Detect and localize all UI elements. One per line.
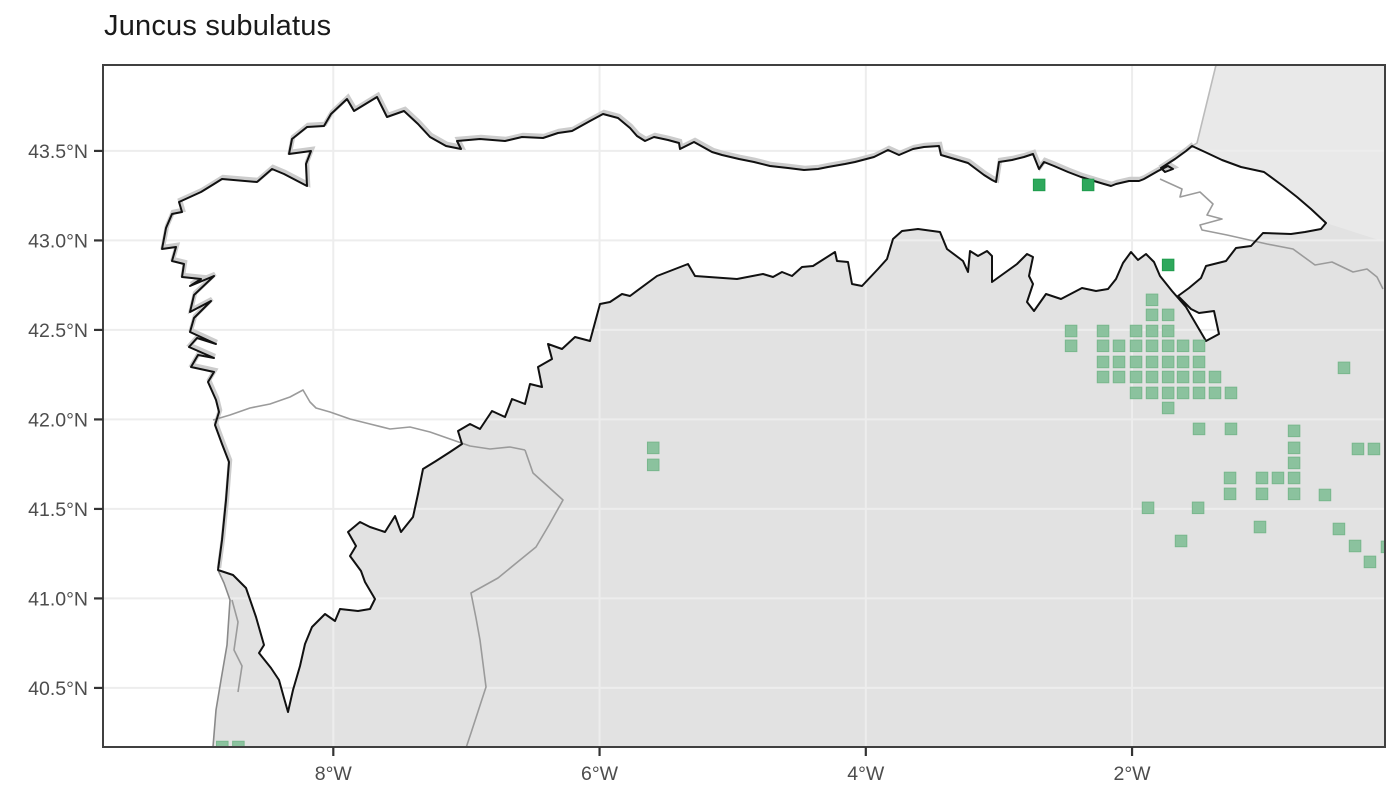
occurrence-point: [1112, 339, 1126, 353]
occurrence-point: [1287, 471, 1301, 485]
occurrence-point: [1145, 370, 1159, 384]
occurrence-point: [1145, 355, 1159, 369]
occurrence-point: [1223, 487, 1237, 501]
occurrence-point: [1224, 386, 1238, 400]
occurrence-point: [216, 740, 229, 747]
occurrence-point: [1318, 488, 1332, 502]
highlighted-occurrence-point: [1081, 178, 1095, 192]
occurrence-point: [1253, 520, 1267, 534]
axis-tick-labels: 8°W 6°W 4°W 2°W 43.5°N 43.0°N 42.5°N 42.0°N 41.5…: [28, 141, 1151, 785]
y-axis-tick-label: 41.0°N: [28, 588, 88, 610]
occurrence-point: [1145, 293, 1159, 307]
occurrence-point: [1112, 370, 1126, 384]
occurrence-points-layer: [216, 178, 1385, 747]
x-axis-tick-label: 2°W: [1114, 763, 1152, 785]
occurrence-point: [1141, 501, 1155, 515]
y-axis-tick-label: 40.5°N: [28, 678, 88, 700]
occurrence-point: [1161, 401, 1175, 415]
x-axis-tick-label: 6°W: [581, 763, 619, 785]
occurrence-point: [1192, 422, 1206, 436]
occurrence-point: [1192, 355, 1206, 369]
occurrence-point: [1380, 540, 1385, 554]
occurrence-point: [1208, 386, 1222, 400]
occurrence-point: [1129, 386, 1143, 400]
occurrence-point: [1064, 324, 1078, 338]
occurrence-point: [1176, 355, 1190, 369]
x-axis-tick-label: 4°W: [847, 763, 885, 785]
panel-border: [102, 64, 1386, 748]
occurrence-point: [1096, 355, 1110, 369]
map-boundary-lines: [160, 65, 1384, 747]
panel-frame: [102, 64, 1386, 748]
y-axis-tick-label: 42.0°N: [28, 409, 88, 431]
occurrence-point: [1176, 370, 1190, 384]
highlighted-occurrence-point: [1161, 258, 1175, 272]
y-axis-tick-label: 42.5°N: [28, 320, 88, 342]
axis-ticks: [94, 149, 1134, 756]
occurrence-point: [1112, 355, 1126, 369]
occurrence-point: [1161, 370, 1175, 384]
occurrence-point: [1287, 456, 1301, 470]
occurrence-point: [1064, 339, 1078, 353]
x-axis-tick-label: 8°W: [315, 763, 353, 785]
occurrence-point: [1096, 370, 1110, 384]
occurrence-point: [1145, 339, 1159, 353]
map-land-fills: [103, 65, 1385, 747]
occurrence-point: [1145, 324, 1159, 338]
occurrence-point: [1208, 370, 1222, 384]
occurrence-point: [1176, 339, 1190, 353]
occurrence-point: [1161, 324, 1175, 338]
occurrence-point: [1145, 386, 1159, 400]
occurrence-point: [1161, 386, 1175, 400]
occurrence-point: [1161, 339, 1175, 353]
occurrence-point: [1096, 324, 1110, 338]
occurrence-point: [1332, 522, 1346, 536]
occurrence-point: [232, 740, 245, 747]
occurrence-point: [1129, 324, 1143, 338]
occurrence-point: [1129, 339, 1143, 353]
occurrence-point: [1287, 487, 1301, 501]
occurrence-point: [1129, 355, 1143, 369]
occurrence-point: [1337, 361, 1351, 375]
occurrence-point: [1161, 308, 1175, 322]
occurrence-point: [1192, 370, 1206, 384]
occurrence-point: [1367, 442, 1381, 456]
occurrence-point: [1271, 471, 1285, 485]
occurrence-point: [1287, 441, 1301, 455]
occurrence-point: [646, 441, 660, 455]
occurrence-point: [1351, 442, 1365, 456]
occurrence-point: [1255, 471, 1269, 485]
y-axis-tick-label: 41.5°N: [28, 499, 88, 521]
occurrence-point: [1363, 555, 1377, 569]
occurrence-point: [1129, 370, 1143, 384]
occurrence-point: [1224, 422, 1238, 436]
occurrence-point: [1192, 339, 1206, 353]
occurrence-point: [1174, 534, 1188, 548]
occurrence-point: [1223, 471, 1237, 485]
occurrence-point: [1348, 539, 1362, 553]
occurrence-point: [1145, 308, 1159, 322]
occurrence-point: [1096, 339, 1110, 353]
occurrence-point: [646, 458, 660, 472]
y-axis-tick-label: 43.5°N: [28, 141, 88, 163]
plot-title: Juncus subulatus: [104, 10, 332, 42]
occurrence-point: [1191, 501, 1205, 515]
occurrence-point: [1192, 386, 1206, 400]
y-axis-tick-label: 43.0°N: [28, 230, 88, 252]
occurrence-point: [1176, 386, 1190, 400]
occurrence-point: [1255, 487, 1269, 501]
highlighted-occurrence-point: [1032, 178, 1046, 192]
occurrence-point: [1287, 424, 1301, 438]
occurrence-point: [1161, 355, 1175, 369]
